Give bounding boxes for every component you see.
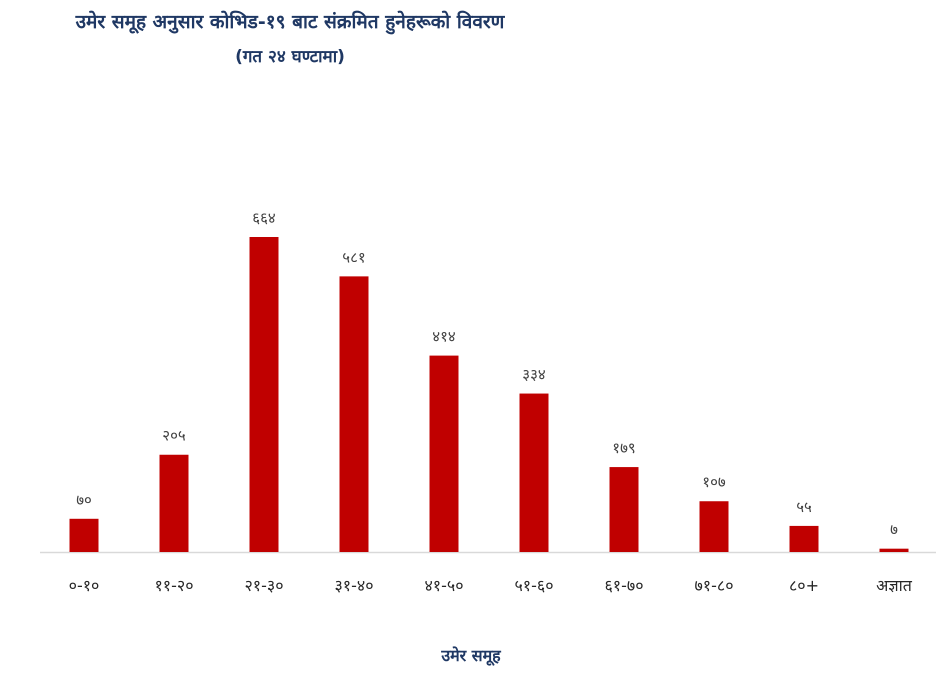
bar — [69, 518, 99, 552]
data-label: १०७ — [702, 473, 726, 491]
data-label: २०५ — [162, 427, 186, 445]
bar — [789, 525, 819, 552]
data-label: १७९ — [612, 439, 635, 457]
x-tick-label: ०-१० — [69, 576, 100, 595]
bar — [159, 454, 189, 552]
data-label: ७ — [890, 521, 898, 539]
x-axis-title: उमेर समूह — [441, 646, 501, 665]
data-label: ७० — [76, 491, 92, 509]
data-label: ५५ — [796, 498, 812, 516]
x-tick-label: अज्ञात — [876, 576, 913, 595]
x-tick-label: ११-२० — [154, 576, 193, 595]
bar — [429, 355, 459, 552]
data-label: ६६४ — [252, 209, 276, 227]
x-tick-label: ३१-४० — [334, 576, 373, 595]
bar — [879, 548, 909, 552]
x-tick-label: ४१-५० — [424, 576, 463, 595]
bar — [609, 467, 639, 552]
x-tick-label: ८०+ — [789, 576, 819, 595]
data-label: ३३४ — [522, 366, 546, 384]
bar — [519, 393, 549, 552]
x-tick-label: २१-३० — [244, 576, 283, 595]
bar — [339, 276, 369, 552]
x-tick-label: ६१-७० — [604, 576, 643, 595]
bar — [249, 237, 279, 552]
x-tick-label: ७१-८० — [694, 576, 733, 595]
data-label: ५८१ — [342, 248, 365, 266]
chart-subtitle: (गत २४ घण्टामा) — [235, 47, 345, 67]
bar — [699, 501, 729, 552]
chart-title: उमेर समूह अनुसार कोभिड-१९ बाट संक्रमित ह… — [75, 11, 505, 33]
x-tick-label: ५१-६० — [514, 576, 553, 595]
data-label: ४१४ — [432, 328, 456, 346]
